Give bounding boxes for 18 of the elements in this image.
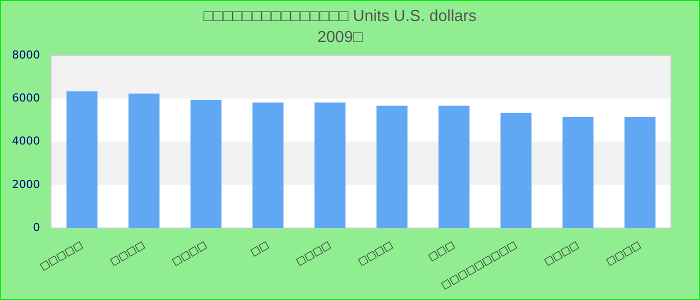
bar [314, 102, 346, 228]
y-tick-label: 0 [32, 220, 40, 234]
bar [624, 116, 656, 228]
x-tick-label: □□ [248, 240, 271, 259]
bar [376, 106, 408, 228]
bar [438, 106, 470, 228]
y-tick-label: 2000 [12, 178, 40, 191]
bar [128, 94, 160, 228]
bar [66, 91, 98, 228]
bar [190, 100, 222, 228]
bar [252, 102, 284, 228]
chart-title: □□□□□□□□□□□□□□□ Units U.S. dollars [204, 8, 476, 26]
bar [500, 112, 532, 228]
chart-subtitle: 2009□ [317, 29, 363, 46]
y-tick-label: 8000 [12, 48, 40, 62]
bar [562, 116, 594, 228]
y-tick-label: 4000 [12, 134, 40, 148]
y-tick-label: 6000 [12, 91, 40, 104]
